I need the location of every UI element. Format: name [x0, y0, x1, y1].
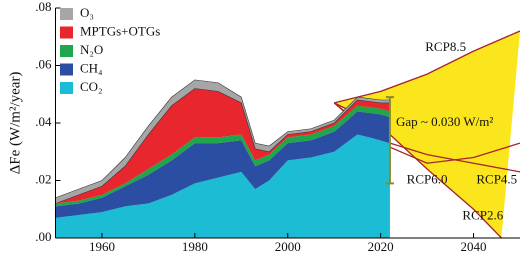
history-layer	[55, 79, 391, 238]
y-axis-label: ΔFe (W/m²/year)	[7, 72, 23, 175]
legend-swatch	[60, 82, 73, 94]
y-tick-label: .00	[35, 229, 51, 244]
scenario-label: RCP6.0	[407, 171, 448, 186]
gap-label: Gap ~ 0.030 W/m²	[396, 114, 493, 129]
scenario-label: RCP2.6	[462, 207, 503, 222]
y-tick-label: .08	[35, 0, 51, 14]
stacked-area	[55, 111, 390, 218]
legend-label: O₃	[80, 5, 94, 20]
scenario-range	[334, 31, 520, 238]
legend-label: CO₂	[80, 79, 103, 94]
legend-swatch	[60, 26, 73, 39]
x-tick-label: 2000	[275, 239, 301, 254]
scenario-line	[334, 30, 520, 104]
stacked-area	[55, 134, 390, 238]
x-tick-label: 1960	[89, 239, 115, 254]
legend-label: CH₄	[80, 60, 103, 75]
x-tick-label: 2040	[461, 239, 487, 254]
legend-label: MPTGs+OTGs	[80, 23, 160, 38]
y-tick-label: .06	[35, 56, 52, 71]
legend-swatch	[60, 8, 73, 20]
legend-swatch	[60, 63, 73, 76]
overlay-layer: RCP8.5 RCP6.0 RCP4.5 RCP2.6 Gap ~ 0.030 W/m²…	[35, 0, 520, 254]
y-tick-label: .02	[35, 171, 51, 186]
scenario-label: RCP8.5	[425, 39, 466, 54]
stacked-area	[55, 88, 390, 204]
x-tick-label: 2020	[368, 239, 394, 254]
legend-label: N₂O	[80, 42, 103, 57]
y-tick-label: .04	[35, 114, 52, 129]
scenario-label: RCP4.5	[476, 171, 517, 186]
legend-swatch	[60, 45, 73, 57]
x-tick-label: 1980	[182, 239, 208, 254]
